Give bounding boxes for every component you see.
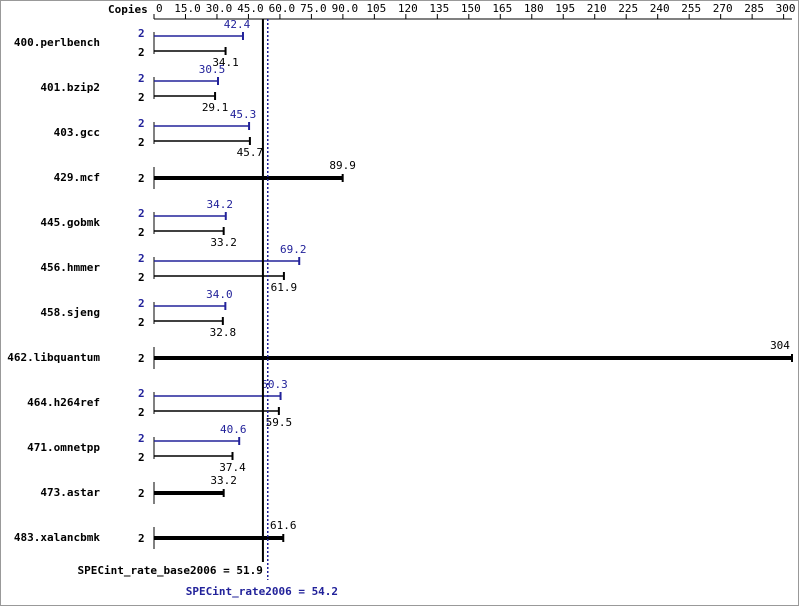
- copies: 2: [138, 117, 145, 130]
- benchmark-label: 401.bzip2: [40, 81, 100, 94]
- copies: 2: [138, 316, 145, 329]
- benchmark-label: 464.h264ref: [27, 396, 100, 409]
- x-tick-label: 240: [650, 2, 670, 15]
- x-tick-label: 150: [461, 2, 481, 15]
- value-label: 33.2: [210, 474, 237, 487]
- copies: 2: [138, 172, 145, 185]
- copies: 2: [138, 487, 145, 500]
- value-label: 40.6: [220, 423, 247, 436]
- x-tick-label: 120: [398, 2, 418, 15]
- base-summary: SPECint_rate_base2006 = 51.9: [77, 564, 262, 577]
- x-tick-label: 135: [429, 2, 449, 15]
- x-tick-label: 90.0: [332, 2, 359, 15]
- copies: 2: [138, 352, 145, 365]
- benchmark-label: 483.xalancbmk: [14, 531, 100, 544]
- value-label: 59.5: [266, 416, 293, 429]
- copies: 2: [138, 226, 145, 239]
- copies: 2: [138, 207, 145, 220]
- x-tick-label: 255: [681, 2, 701, 15]
- benchmark-label: 458.sjeng: [40, 306, 100, 319]
- copies: 2: [138, 532, 145, 545]
- benchmark-label: 456.hmmer: [40, 261, 100, 274]
- x-tick-label: 45.0: [237, 2, 264, 15]
- copies: 2: [138, 432, 145, 445]
- x-tick-label: 0: [156, 2, 163, 15]
- x-tick-label: 75.0: [300, 2, 327, 15]
- copies: 2: [138, 297, 145, 310]
- copies: 2: [138, 72, 145, 85]
- x-tick-label: 60.0: [269, 2, 296, 15]
- copies: 2: [138, 91, 145, 104]
- peak-summary: SPECint_rate2006 = 54.2: [186, 585, 338, 598]
- value-label: 45.7: [237, 146, 264, 159]
- benchmark-label: 462.libquantum: [7, 351, 100, 364]
- benchmark-label: 429.mcf: [54, 171, 100, 184]
- value-label: 32.8: [210, 326, 237, 339]
- value-label: 42.4: [224, 18, 251, 31]
- x-tick-label: 165: [492, 2, 512, 15]
- benchmark-label: 473.astar: [40, 486, 100, 499]
- copies: 2: [138, 271, 145, 284]
- copies-header: Copies: [108, 3, 148, 16]
- value-label: 30.5: [199, 63, 226, 76]
- value-label: 89.9: [329, 159, 356, 172]
- copies: 2: [138, 27, 145, 40]
- copies: 2: [138, 136, 145, 149]
- value-label: 37.4: [219, 461, 246, 474]
- benchmark-label: 471.omnetpp: [27, 441, 100, 454]
- x-tick-label: 105: [366, 2, 386, 15]
- value-label: 304: [770, 339, 790, 352]
- x-tick-label: 30.0: [206, 2, 233, 15]
- x-tick-label: 195: [555, 2, 575, 15]
- value-label: 69.2: [280, 243, 307, 256]
- value-label: 60.3: [261, 378, 288, 391]
- x-tick-label: 300: [776, 2, 796, 15]
- x-tick-label: 210: [587, 2, 607, 15]
- copies: 2: [138, 46, 145, 59]
- value-label: 34.1: [212, 56, 239, 69]
- x-tick-label: 270: [713, 2, 733, 15]
- copies: 2: [138, 406, 145, 419]
- value-label: 61.6: [270, 519, 297, 532]
- value-label: 33.2: [210, 236, 237, 249]
- value-label: 34.2: [207, 198, 234, 211]
- value-label: 61.9: [271, 281, 298, 294]
- copies: 2: [138, 252, 145, 265]
- x-tick-label: 285: [744, 2, 764, 15]
- benchmark-label: 400.perlbench: [14, 36, 100, 49]
- value-label: 45.3: [230, 108, 257, 121]
- x-tick-label: 15.0: [174, 2, 201, 15]
- benchmark-label: 403.gcc: [54, 126, 100, 139]
- copies: 2: [138, 387, 145, 400]
- benchmark-label: 445.gobmk: [40, 216, 100, 229]
- x-tick-label: 225: [618, 2, 638, 15]
- value-label: 29.1: [202, 101, 229, 114]
- x-tick-label: 180: [524, 2, 544, 15]
- value-label: 34.0: [206, 288, 233, 301]
- copies: 2: [138, 451, 145, 464]
